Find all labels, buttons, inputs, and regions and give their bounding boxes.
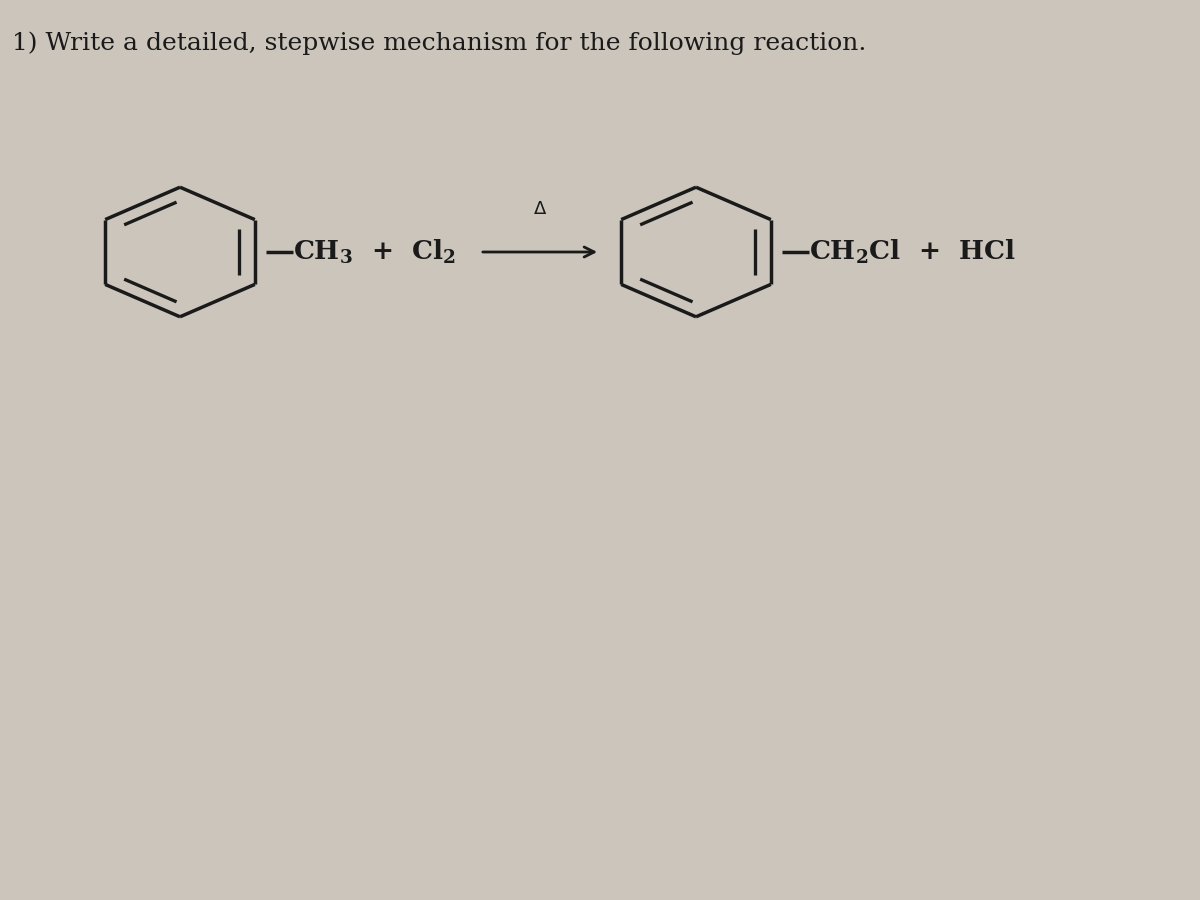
Text: $\Delta$: $\Delta$ (533, 200, 547, 218)
Text: $\mathregular{CH_2Cl}$  +  $\mathregular{HCl}$: $\mathregular{CH_2Cl}$ + $\mathregular{H… (809, 238, 1015, 266)
Text: $\mathregular{CH_3}$  +  $\mathregular{Cl_2}$: $\mathregular{CH_3}$ + $\mathregular{Cl_… (293, 238, 456, 266)
Text: 1) Write a detailed, stepwise mechanism for the following reaction.: 1) Write a detailed, stepwise mechanism … (12, 32, 866, 55)
